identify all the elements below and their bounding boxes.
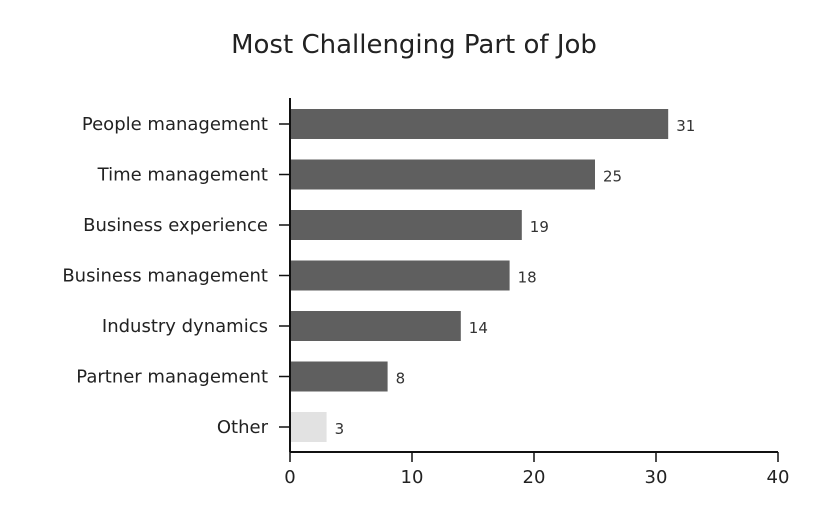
category-label-4: Industry dynamics <box>102 316 268 337</box>
x-tick-label-4: 40 <box>767 467 790 488</box>
bar-4 <box>290 311 461 341</box>
axes-layer <box>279 98 779 462</box>
category-label-6: Other <box>217 417 269 438</box>
category-label-3: Business management <box>62 266 268 287</box>
chart-title: Most Challenging Part of Job <box>231 30 597 60</box>
category-label-2: Business experience <box>83 215 268 236</box>
value-label-5: 8 <box>396 370 406 388</box>
category-label-0: People management <box>82 114 268 135</box>
category-label-1: Time management <box>97 165 268 186</box>
x-tick-label-0: 0 <box>284 467 295 488</box>
bar-1 <box>290 159 595 190</box>
value-label-4: 14 <box>469 319 488 337</box>
bar-3 <box>290 260 510 291</box>
bars-layer <box>290 109 669 442</box>
x-tick-label-1: 10 <box>401 467 424 488</box>
bar-2 <box>290 210 522 240</box>
value-label-2: 19 <box>530 218 549 236</box>
value-label-3: 18 <box>518 269 537 287</box>
x-tick-label-3: 30 <box>645 467 668 488</box>
bar-5 <box>290 361 388 392</box>
value-label-6: 3 <box>335 420 345 438</box>
bar-0 <box>290 109 669 139</box>
x-tick-label-2: 20 <box>523 467 546 488</box>
value-label-0: 31 <box>676 117 695 135</box>
category-label-5: Partner management <box>76 367 268 388</box>
labels-layer: People management 31 Time management 25 Busi… <box>62 114 789 488</box>
value-label-1: 25 <box>603 168 622 186</box>
bar-6 <box>290 412 327 442</box>
